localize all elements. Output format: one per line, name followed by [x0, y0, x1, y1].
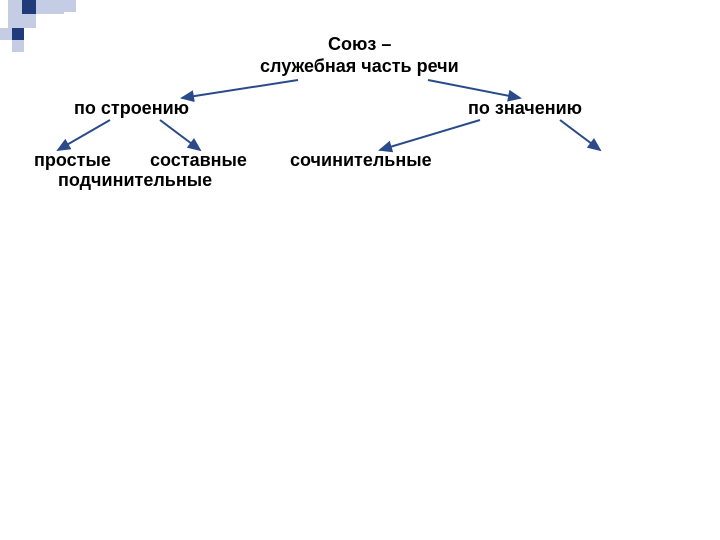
node-title2: служебная часть речи	[260, 56, 459, 77]
tree-arrows	[0, 0, 720, 540]
node-title1: Союз –	[328, 34, 391, 55]
tree-arrow	[560, 120, 600, 150]
node-leaf1: простые	[34, 150, 111, 171]
tree-arrow	[160, 120, 200, 150]
node-leaf4: подчинительные	[58, 170, 212, 191]
node-cat2: по значению	[468, 98, 582, 119]
tree-arrow	[428, 80, 520, 98]
node-cat1: по строению	[74, 98, 189, 119]
tree-arrow	[380, 120, 480, 150]
node-leaf3: сочинительные	[290, 150, 432, 171]
tree-arrow	[182, 80, 298, 98]
tree-arrow	[58, 120, 110, 150]
node-leaf2: составные	[150, 150, 247, 171]
